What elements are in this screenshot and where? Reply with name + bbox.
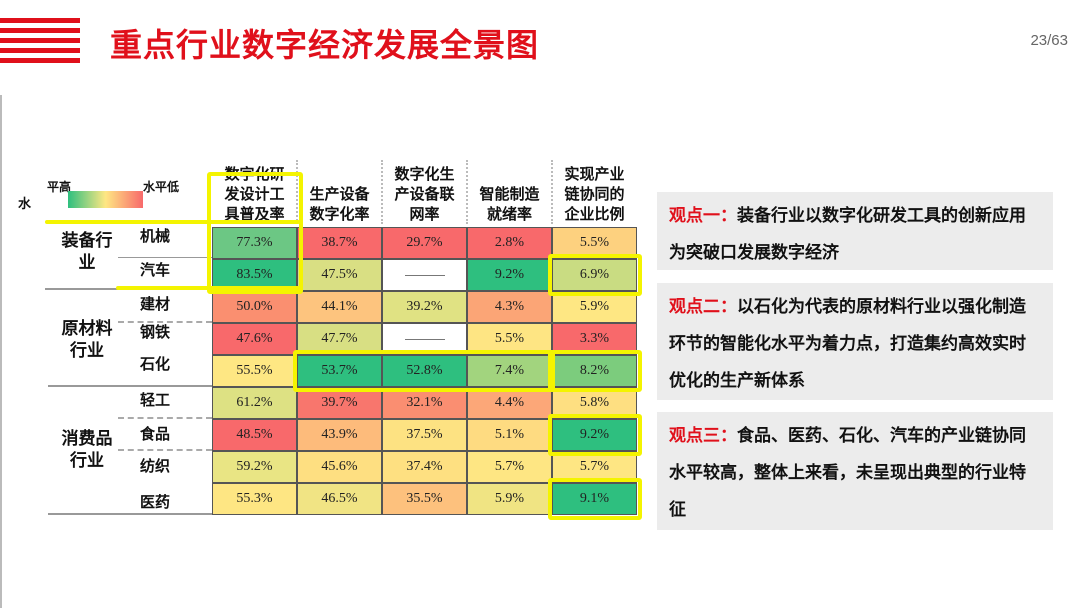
- heatmap-cell: 47.7%: [297, 323, 382, 355]
- header-divider: [466, 160, 468, 224]
- heatmap-cell: 5.7%: [467, 451, 552, 483]
- heatmap-cell: 47.6%: [212, 323, 297, 355]
- heatmap-cell: 55.5%: [212, 355, 297, 387]
- column-header: 智能制造 就绪率: [467, 158, 552, 224]
- viewpoint-text: 食品、医药、石化、汽车的产业链协同水平较高，整体上来看，未呈现出典型的行业特征: [669, 426, 1026, 520]
- legend-gradient: [68, 191, 143, 208]
- header-divider: [381, 160, 383, 224]
- viewpoint-2: 观点二：以石化为代表的原材料行业以强化制造环节的智能化水平为着力点，打造集约高效…: [657, 283, 1053, 400]
- viewpoint-3: 观点三：食品、医药、石化、汽车的产业链协同水平较高，整体上来看，未呈现出典型的行…: [657, 412, 1053, 530]
- column-header-text: 智能制造 就绪率: [479, 185, 540, 223]
- group-label-consumer: 消费品 行业: [61, 429, 113, 471]
- heatmap-cell: 48.5%: [212, 419, 297, 451]
- heatmap-cell: 4.3%: [467, 291, 552, 323]
- no-data-dash: [404, 274, 445, 276]
- viewpoint-1: 观点一：装备行业以数字化研发工具的创新应用为突破口发展数字经济: [657, 192, 1053, 270]
- row-label: 食品: [140, 425, 171, 443]
- heatmap-cell: 38.7%: [297, 227, 382, 259]
- row-label: 石化: [140, 355, 171, 373]
- legend-low-label: 水平低: [143, 180, 180, 194]
- highlight-box-pharma-chain: [548, 478, 642, 520]
- column-header: 实现产业 链协同的 企业比例: [552, 158, 637, 224]
- row-separator: [118, 449, 212, 451]
- row-label: 轻工: [140, 391, 171, 409]
- heatmap-cell: 83.5%: [212, 259, 297, 291]
- heatmap-cell: 29.7%: [382, 227, 467, 259]
- row-label: 纺织: [140, 457, 171, 475]
- heatmap-cell: 39.2%: [382, 291, 467, 323]
- heatmap-cell: 43.9%: [297, 419, 382, 451]
- heatmap-cell: 5.1%: [467, 419, 552, 451]
- column-header: 生产设备 数字化率: [297, 158, 382, 224]
- heatmap-cell: 7.4%: [467, 355, 552, 387]
- viewpoint-text: 以石化为代表的原材料行业以强化制造环节的智能化水平为着力点，打造集约高效实时优化…: [669, 297, 1026, 391]
- heatmap-cell: 5.9%: [552, 291, 637, 323]
- heatmap-cell: 59.2%: [212, 451, 297, 483]
- heatmap-cell: 5.7%: [552, 451, 637, 483]
- group-separator: [48, 385, 212, 387]
- row-label: 汽车: [140, 261, 171, 279]
- heatmap-cell: 2.8%: [467, 227, 552, 259]
- heatmap-cell: 39.7%: [297, 387, 382, 419]
- group-label-raw-materials: 原材料 行业: [61, 319, 113, 361]
- heatmap-cell: 5.9%: [467, 483, 552, 515]
- viewpoint-text: 装备行业以数字化研发工具的创新应用为突破口发展数字经济: [669, 206, 1026, 263]
- highlight-box-rd-tools: [207, 172, 303, 294]
- group-separator: [48, 513, 212, 515]
- heatmap-cell: 77.3%: [212, 227, 297, 259]
- row-label: 医药: [140, 493, 171, 511]
- highlight-line: [45, 220, 300, 224]
- heatmap-cell: [382, 323, 467, 355]
- heatmap-cell: 50.0%: [212, 291, 297, 323]
- heatmap-cell: 47.5%: [297, 259, 382, 291]
- heatmap-cell: 61.2%: [212, 387, 297, 419]
- viewpoint-lead: 观点一：: [669, 206, 737, 226]
- heatmap-cell: 5.5%: [467, 323, 552, 355]
- column-header-text: 实现产业 链协同的 企业比例: [564, 165, 625, 223]
- heatmap-cell: 45.6%: [297, 451, 382, 483]
- heatmap-cell: 55.3%: [212, 483, 297, 515]
- heatmap-cell: 35.5%: [382, 483, 467, 515]
- row-label: 建材: [140, 295, 171, 313]
- heatmap-cell: 37.5%: [382, 419, 467, 451]
- heatmap-cell: 9.2%: [467, 259, 552, 291]
- row-separator: [118, 257, 212, 258]
- heatmap-cell: 52.8%: [382, 355, 467, 387]
- row-label: 机械: [140, 227, 171, 245]
- viewpoint-lead: 观点二：: [669, 297, 737, 317]
- header-divider: [551, 160, 553, 224]
- highlight-box-food-chain: [548, 414, 642, 456]
- no-data-dash: [404, 338, 445, 340]
- page-title: 重点行业数字经济发展全景图: [110, 26, 540, 64]
- heatmap-cell: 6.9%: [552, 259, 637, 291]
- group-label-equipment: 装备行 业: [61, 231, 113, 273]
- highlight-box-petrochem: [293, 350, 555, 392]
- slide-border: [0, 95, 2, 608]
- column-header-text: 生产设备 数字化率: [309, 185, 370, 223]
- row-label: 钢铁: [140, 323, 171, 341]
- heatmap-cell: [382, 259, 467, 291]
- heatmap-cell: 4.4%: [467, 387, 552, 419]
- column-header: 数字化生 产设备联 网率: [382, 158, 467, 224]
- legend-high-label: 平高: [47, 180, 72, 194]
- heatmap-cell: 53.7%: [297, 355, 382, 387]
- heatmap-cell: 3.3%: [552, 323, 637, 355]
- header-divider: [296, 160, 298, 224]
- heatmap-cell: 37.4%: [382, 451, 467, 483]
- page-number: 23/63: [1030, 32, 1068, 49]
- row-separator: [118, 417, 212, 419]
- heatmap-cell: 9.1%: [552, 483, 637, 515]
- heatmap-cell: 5.8%: [552, 387, 637, 419]
- highlight-box-auto-chain: [548, 254, 642, 296]
- row-separator: [118, 321, 212, 323]
- heatmap-cell: 9.2%: [552, 419, 637, 451]
- heatmap-cell: 46.5%: [297, 483, 382, 515]
- legend-axis-label: 水: [18, 197, 32, 212]
- column-header-text: 数字化生 产设备联 网率: [394, 165, 455, 223]
- heatmap-cell: 44.1%: [297, 291, 382, 323]
- heatmap-cell: 5.5%: [552, 227, 637, 259]
- heatmap-cell: 32.1%: [382, 387, 467, 419]
- viewpoint-lead: 观点三：: [669, 426, 737, 446]
- highlight-box-petrochem-chain: [548, 350, 642, 392]
